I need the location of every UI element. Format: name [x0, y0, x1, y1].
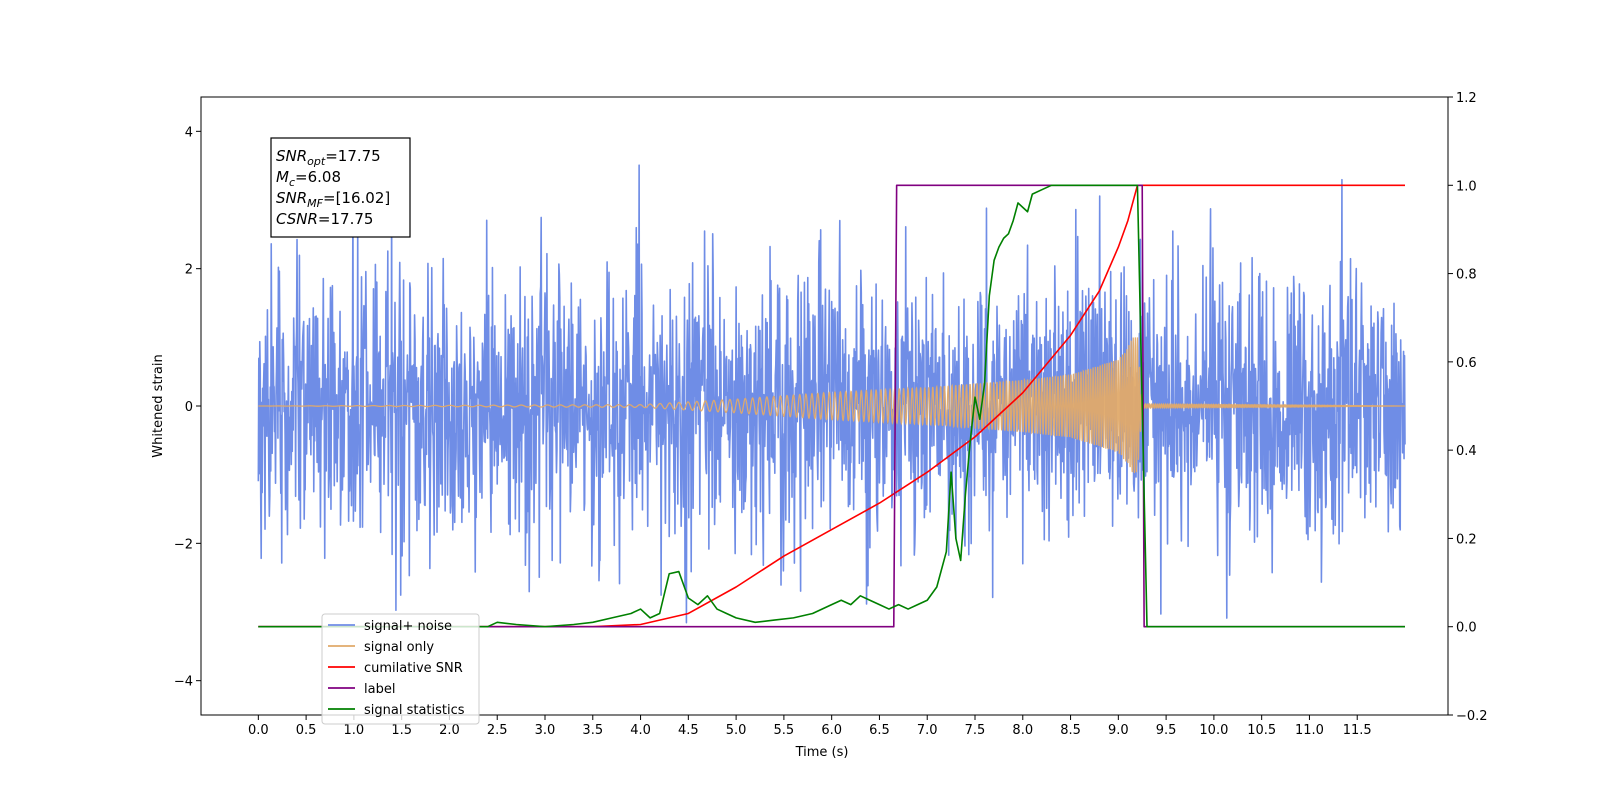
stats-annotation-box: SNRopt=17.75Mc=6.08SNRMF=[16.02]CSNR=17.…	[270, 137, 411, 238]
x-tick-label: 11.0	[1295, 723, 1324, 738]
series-signal-noise	[257, 164, 1406, 624]
y-axis-label: Whitened strain	[151, 354, 166, 457]
annotation-line: CSNR=17.75	[276, 210, 373, 228]
x-axis-label: Time (s)	[795, 745, 849, 760]
x-tick-label: 0.5	[296, 723, 317, 738]
legend-label: cumilative SNR	[364, 661, 463, 676]
y-tick-label: 2	[185, 263, 193, 278]
y-tick-label: 4	[185, 125, 193, 140]
y2-tick-label: 0.0	[1456, 621, 1477, 636]
x-tick-label: 6.0	[821, 723, 842, 738]
annotation-box-frame	[270, 137, 411, 238]
x-tick-label: 7.0	[917, 723, 938, 738]
x-tick-label: 6.5	[869, 723, 890, 738]
y-tick-label: −2	[174, 537, 193, 552]
x-tick-label: 7.5	[965, 723, 986, 738]
series-signal-statistics	[258, 184, 1405, 628]
y-axis-left: −4 −2 0 2 4	[174, 125, 201, 690]
x-axis: 0.0 0.5 1.0 1.5 2.0 2.5 3.0 3.5 4.0 4.5 5.0 5.5 6.0 6…	[248, 715, 1372, 738]
x-tick-label: 0.0	[248, 723, 269, 738]
x-tick-label: 3.5	[582, 723, 603, 738]
y2-tick-label: 0.6	[1456, 356, 1477, 371]
y2-tick-label: 0.2	[1456, 532, 1477, 547]
x-tick-label: 10.5	[1247, 723, 1276, 738]
legend-label: signal only	[364, 640, 434, 655]
series-signal-only	[258, 337, 1405, 473]
x-tick-label: 4.0	[630, 723, 651, 738]
x-tick-label: 1.0	[344, 723, 365, 738]
x-tick-label: 2.5	[487, 723, 508, 738]
y-tick-label: 0	[185, 400, 193, 415]
y2-tick-label: 0.8	[1456, 268, 1477, 283]
x-tick-label: 1.5	[391, 723, 412, 738]
y2-tick-label: 1.2	[1456, 91, 1477, 106]
x-tick-label: 5.5	[774, 723, 795, 738]
plot-area	[257, 164, 1406, 628]
y2-tick-label: 1.0	[1456, 179, 1477, 194]
x-tick-label: 2.0	[439, 723, 460, 738]
x-tick-label: 11.5	[1343, 723, 1372, 738]
legend-frame	[321, 613, 480, 725]
x-tick-label: 9.5	[1156, 723, 1177, 738]
y2-tick-label: −0.2	[1456, 709, 1488, 724]
x-tick-label: 8.5	[1060, 723, 1081, 738]
legend-label: label	[364, 682, 395, 697]
x-tick-label: 8.0	[1012, 723, 1033, 738]
y-tick-label: −4	[174, 675, 193, 690]
x-tick-label: 9.0	[1108, 723, 1129, 738]
x-tick-label: 4.5	[678, 723, 699, 738]
y-axis-right: −0.2 0.0 0.2 0.4 0.6 0.8 1.0 1.2	[1448, 91, 1488, 724]
legend-label: signal+ noise	[364, 619, 452, 634]
legend-label: signal statistics	[364, 703, 465, 718]
legend: signal+ noise signal only cumilative SNR la…	[321, 613, 480, 725]
annotation-line: SNRMF=[16.02]	[276, 189, 390, 210]
x-tick-label: 10.0	[1199, 723, 1228, 738]
y2-tick-label: 0.4	[1456, 444, 1477, 459]
annotation-line: SNRopt=17.75	[276, 147, 381, 168]
x-tick-label: 3.0	[535, 723, 556, 738]
x-tick-label: 5.0	[726, 723, 747, 738]
annotation-line: Mc=6.08	[276, 168, 341, 189]
